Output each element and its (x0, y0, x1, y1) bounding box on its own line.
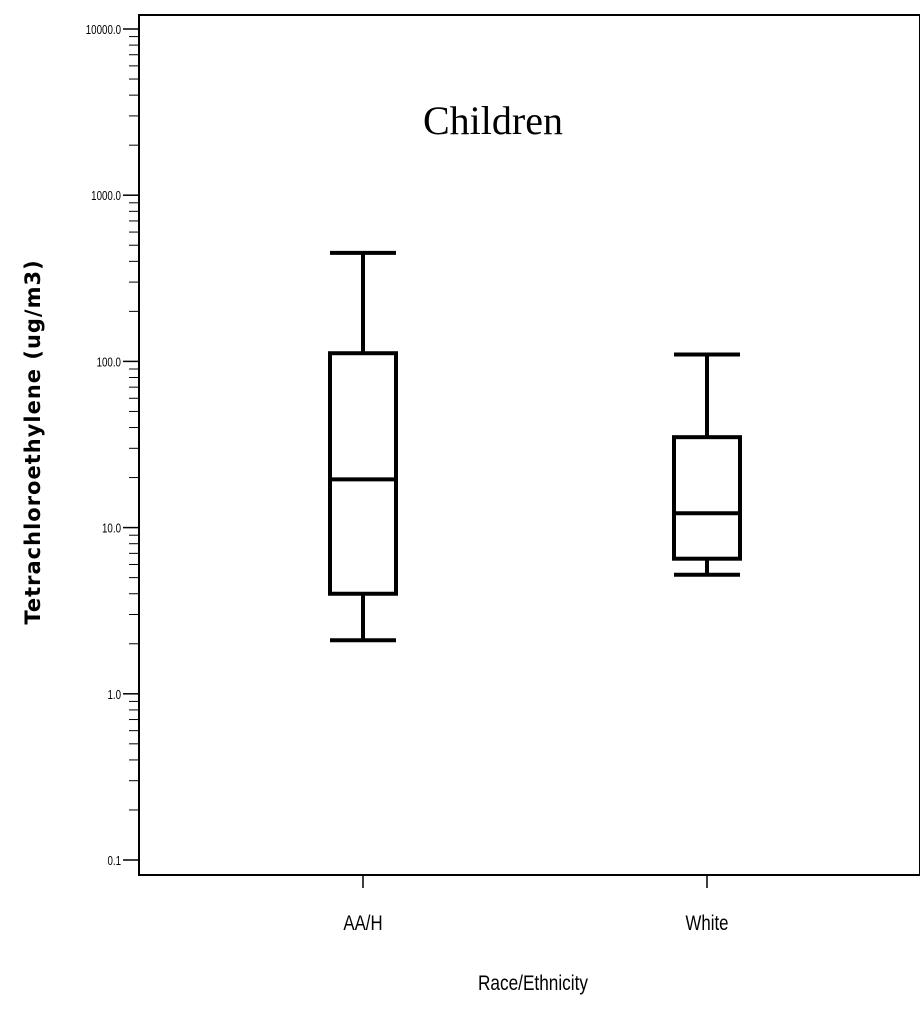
x-tick-label: White (686, 912, 729, 935)
box-white (672, 352, 742, 577)
chart-title: Children (423, 98, 563, 143)
y-tick-label: 100.0 (97, 356, 121, 370)
y-tick-label: 1.0 (107, 689, 121, 703)
y-tick-label: 10.0 (102, 522, 121, 536)
iqr-box (672, 435, 742, 561)
boxes (328, 250, 742, 643)
y-tick-label: 1000.0 (91, 190, 121, 204)
y-axis: 0.1 1.0 10.0 100.0 1000.0 10000.0 (86, 24, 139, 869)
x-axis: AA/H White (343, 875, 728, 936)
box-aa-h (328, 250, 398, 643)
y-tick-label: 0.1 (107, 855, 121, 869)
plot-area (138, 14, 920, 876)
y-tick-label: 10000.0 (86, 24, 121, 38)
x-tick-label: AA/H (343, 912, 382, 935)
iqr-box (328, 351, 398, 596)
y-axis-title: Tetrachloroethylene (ug/m3) (21, 259, 45, 624)
x-axis-title: Race/Ethnicity (478, 973, 588, 996)
